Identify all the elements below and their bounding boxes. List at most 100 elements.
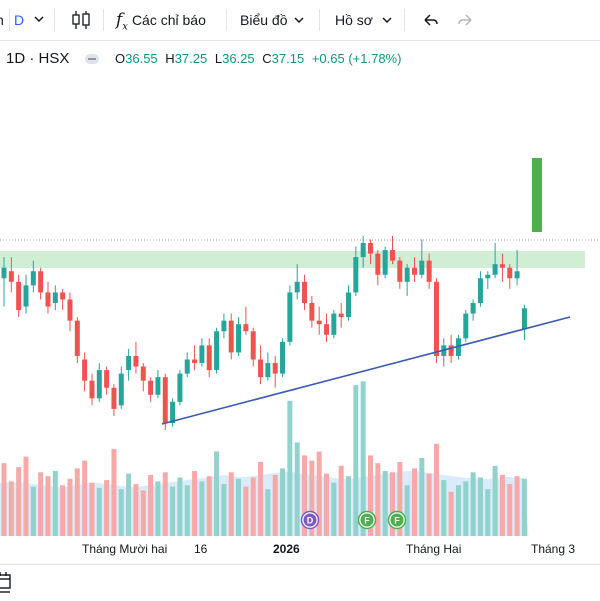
undo-icon[interactable]	[420, 0, 440, 40]
volume-bar	[111, 448, 117, 536]
chart-layout-chevron-icon	[294, 17, 304, 24]
candle-body	[507, 267, 513, 279]
volume-bar	[126, 473, 132, 536]
volume-bar	[30, 486, 36, 536]
volume-bar	[485, 489, 491, 536]
volume-bar	[23, 456, 29, 536]
support-trendline	[161, 316, 571, 425]
candle-body	[38, 271, 44, 293]
time-axis-label: Tháng Mười hai	[82, 542, 168, 556]
symbol-interval-label[interactable]: 1D · HSX	[6, 50, 70, 67]
candle-body	[316, 320, 322, 325]
volume-bar	[338, 465, 344, 536]
symbol-legend: 1D · HSX	[6, 46, 69, 72]
volume-bar	[60, 485, 66, 536]
candle-body	[170, 401, 176, 424]
volume-bar	[221, 484, 227, 536]
event-marker-fill	[303, 513, 317, 527]
low-key: L	[214, 51, 223, 66]
volume-bar	[302, 455, 308, 536]
volume-bar	[477, 477, 483, 536]
volume-bar	[8, 481, 14, 536]
candle-body	[477, 278, 483, 304]
volume-bar	[375, 463, 381, 536]
candle-body	[368, 243, 373, 254]
volume-bar	[419, 458, 425, 536]
volume-bar	[214, 451, 220, 536]
candle-body	[411, 267, 417, 275]
candle-body	[52, 292, 58, 304]
volume-bar	[236, 478, 242, 536]
toolbar-divider	[404, 9, 405, 31]
candle-body	[499, 264, 505, 268]
close-value: 37.15	[271, 51, 305, 66]
toolbar-divider	[103, 9, 104, 31]
legend-collapse-button[interactable]	[84, 46, 100, 72]
candle-body	[346, 292, 352, 318]
candle-body	[23, 285, 29, 307]
bottom-toolbar	[0, 564, 600, 601]
candle-body	[67, 299, 73, 321]
candle-body	[221, 320, 227, 332]
volume-bar	[1, 463, 7, 536]
volume-bar	[206, 476, 212, 536]
chart-layout-button[interactable]: Biểu đồ	[240, 0, 305, 40]
event-marker-label: F	[394, 516, 400, 526]
candles-chart-type-icon[interactable]	[70, 0, 92, 40]
candle-body	[287, 292, 293, 342]
volume-bar	[448, 491, 454, 536]
candle-body	[294, 281, 300, 293]
event-marker-label: F	[364, 516, 370, 526]
time-axis-label: Tháng Hai	[406, 542, 462, 556]
profile-button[interactable]: Hồ sơ	[335, 0, 393, 40]
event-marker-fill	[390, 513, 404, 527]
volume-bar	[118, 489, 124, 536]
candle-body	[375, 253, 381, 275]
volume-bar	[404, 485, 410, 536]
candle-body	[89, 380, 95, 399]
candle-body	[126, 355, 132, 371]
candle-body	[96, 370, 102, 399]
volume-bar	[52, 471, 58, 536]
volume-bar	[243, 486, 249, 536]
candle-body	[280, 341, 286, 374]
candle-body	[162, 377, 168, 424]
interval-chevron-icon[interactable]	[34, 0, 44, 40]
candle-body	[155, 377, 161, 395]
candle-body	[382, 250, 388, 275]
volume-bar	[360, 381, 366, 536]
volume-bar	[184, 485, 190, 536]
volume-bar	[382, 471, 388, 536]
interval-button[interactable]: D	[14, 12, 25, 28]
live-candle-body	[532, 158, 542, 232]
candle-body	[353, 257, 359, 293]
calendar-range-icon[interactable]	[0, 570, 14, 594]
candle-body	[324, 324, 330, 335]
redo-icon[interactable]	[456, 0, 476, 40]
time-axis[interactable]: Tháng Mười hai 16 2026 Tháng Hai Tháng 3	[0, 536, 600, 564]
candle-body	[118, 373, 124, 406]
volume-bar	[397, 461, 403, 536]
indicators-button[interactable]: fx Các chỉ báo	[116, 0, 206, 40]
volume-bar	[433, 443, 439, 536]
toolbar-partial-label[interactable]: n	[0, 0, 4, 40]
volume-bar	[228, 472, 234, 536]
candle-body	[192, 359, 198, 364]
event-marker-label: D	[307, 516, 314, 526]
candle-body	[111, 387, 117, 409]
profile-chevron-icon	[382, 17, 392, 24]
candle-body	[492, 264, 498, 275]
volume-bar	[133, 484, 139, 536]
candle-body	[331, 313, 337, 335]
candle-body	[389, 250, 395, 261]
volume-bar	[287, 400, 293, 536]
volume-bar	[170, 486, 176, 536]
candle-body	[360, 243, 366, 258]
minus-icon	[85, 54, 99, 64]
candle-body	[309, 303, 315, 321]
open-key: O	[115, 51, 126, 66]
candle-body	[470, 303, 476, 314]
volume-bar	[38, 472, 44, 536]
